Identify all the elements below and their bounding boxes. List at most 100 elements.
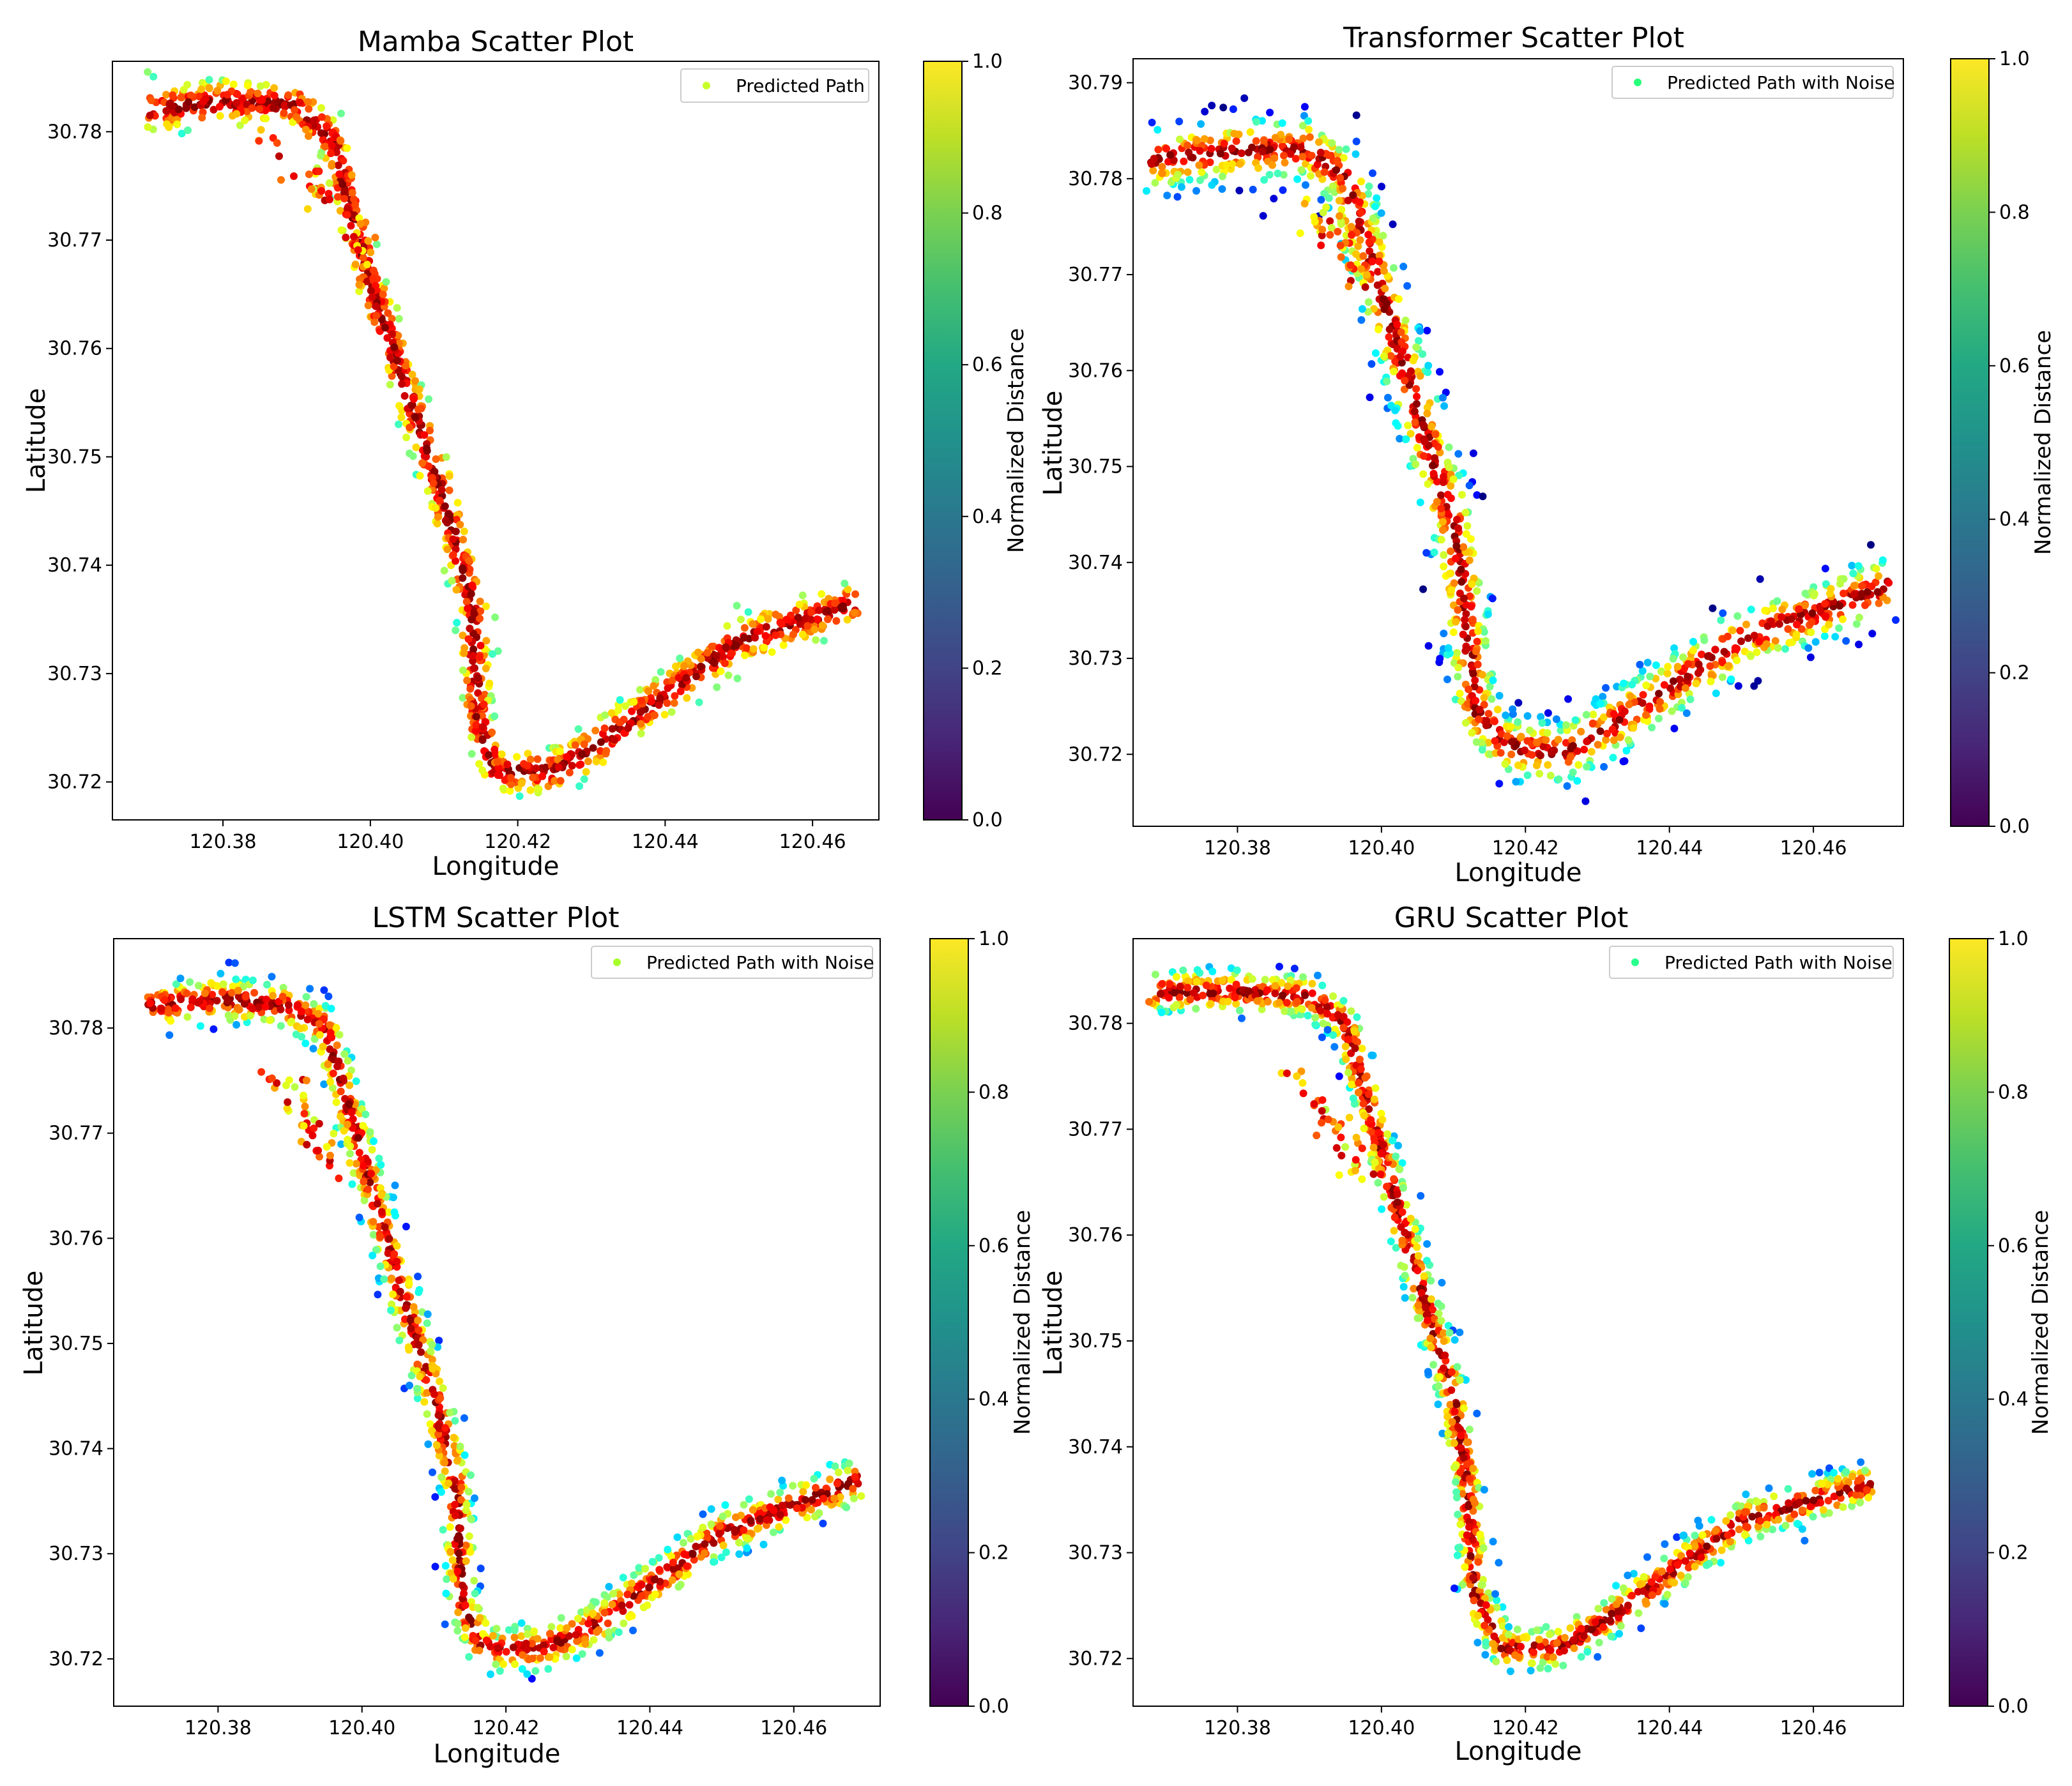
scatter-point — [830, 606, 839, 614]
scatter-point — [1245, 987, 1253, 995]
x-tick-label: 120.40 — [1348, 837, 1415, 859]
scatter-point — [1283, 999, 1291, 1007]
scatter-point — [628, 707, 636, 715]
scatter-point — [363, 261, 371, 269]
scatter-point — [1689, 646, 1697, 655]
scatter-point — [1421, 437, 1429, 446]
scatter-point — [213, 997, 221, 1005]
scatter-point — [1852, 620, 1861, 628]
scatter-point — [1270, 154, 1279, 162]
scatter-point — [293, 113, 301, 121]
scatter-point — [1581, 797, 1590, 805]
scatter-point — [1544, 1665, 1552, 1673]
scatter-point — [266, 1016, 274, 1024]
scatter-point — [324, 1061, 332, 1068]
scatter-point — [248, 1004, 257, 1013]
scatter-point — [305, 132, 312, 140]
scatter-point — [428, 1356, 436, 1364]
scatter-point — [590, 1636, 598, 1644]
scatter-point — [197, 85, 206, 93]
scatter-point — [713, 683, 721, 692]
scatter-point — [1733, 612, 1742, 620]
scatter-point — [1503, 732, 1511, 740]
legend-label: Predicted Path with Noise — [1667, 72, 1895, 93]
scatter-point — [377, 315, 386, 324]
scatter-point — [1612, 1582, 1620, 1590]
scatter-point — [1466, 592, 1474, 600]
scatter-point — [1836, 580, 1844, 588]
scatter-point — [460, 527, 468, 536]
scatter-point — [1643, 717, 1652, 725]
scatter-point — [464, 604, 472, 612]
scatter-point — [756, 1515, 765, 1523]
scatter-point — [1773, 597, 1781, 605]
scatter-point — [317, 151, 324, 160]
scatter-point — [1413, 1314, 1422, 1322]
scatter-point — [568, 1620, 576, 1628]
scatter-point — [600, 724, 609, 732]
scatter-point — [1379, 295, 1387, 303]
x-tick-label: 120.42 — [473, 1717, 540, 1739]
scatter-point — [645, 1584, 653, 1592]
scatter-point — [1657, 667, 1666, 676]
scatter-point — [476, 1614, 484, 1622]
scatter-point — [574, 725, 583, 733]
scatter-point — [367, 248, 375, 257]
scatter-point — [1366, 247, 1374, 255]
scatter-point — [1861, 601, 1869, 609]
scatter-point — [498, 750, 506, 759]
scatter-point — [434, 513, 442, 521]
scatter-point — [144, 68, 152, 76]
scatter-point — [1304, 117, 1313, 125]
scatter-point — [1848, 601, 1857, 609]
scatter-point — [1304, 1011, 1312, 1020]
scatter-point — [1186, 995, 1194, 1004]
scatter-point — [429, 1468, 436, 1476]
scatter-point — [517, 779, 526, 787]
scatter-point — [471, 1589, 479, 1598]
scatter-point — [1451, 695, 1459, 704]
scatter-point — [233, 90, 241, 98]
scatter-point — [1804, 644, 1813, 652]
scatter-point — [1762, 640, 1771, 648]
scatter-point — [636, 686, 644, 694]
scatter-point — [452, 586, 461, 594]
scatter-point — [1434, 1299, 1442, 1308]
scatter-point — [794, 614, 802, 621]
scatter-point — [1367, 360, 1376, 368]
scatter-point — [1468, 580, 1476, 588]
scatter-point — [1462, 530, 1470, 538]
scatter-point — [1158, 169, 1166, 178]
scatter-point — [651, 676, 660, 684]
scatter-point — [337, 1087, 345, 1096]
scatter-point — [614, 1628, 623, 1637]
scatter-point — [1719, 609, 1727, 617]
scatter-point — [683, 1562, 691, 1570]
scatter-point — [1455, 471, 1463, 480]
scatter-point — [1634, 1609, 1643, 1617]
scatter-point — [1642, 1597, 1650, 1605]
scatter-point — [328, 1084, 337, 1092]
scatter-point — [1506, 1667, 1514, 1676]
scatter-point — [1420, 452, 1428, 460]
scatter-point — [528, 1675, 536, 1683]
scatter-point — [628, 1579, 636, 1587]
scatter-point — [1517, 732, 1525, 741]
scatter-point — [1270, 195, 1278, 202]
scatter-point — [824, 607, 832, 615]
scatter-point — [1300, 112, 1308, 120]
scatter-point — [449, 535, 457, 543]
scatter-point — [209, 1025, 218, 1033]
x-axis-label: Longitude — [1455, 858, 1582, 888]
scatter-point — [1357, 208, 1365, 216]
scatter-point — [1281, 158, 1289, 167]
scatter-point — [1797, 625, 1806, 633]
scatter-point — [320, 986, 328, 994]
scatter-point — [608, 725, 616, 733]
scatter-point — [1145, 997, 1153, 1006]
scatter-point — [1373, 281, 1382, 289]
scatter-point — [1387, 1237, 1395, 1246]
scatter-point — [664, 1545, 672, 1554]
scatter-point — [482, 637, 491, 645]
scatter-point — [1412, 385, 1421, 393]
